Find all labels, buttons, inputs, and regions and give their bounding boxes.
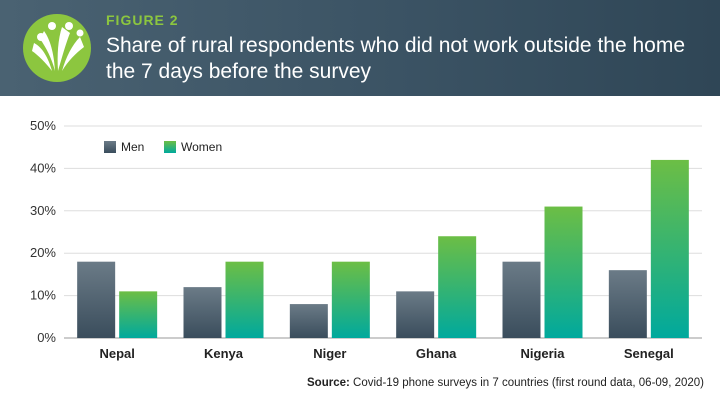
bar-women-niger bbox=[331, 261, 370, 338]
legend-swatch-women bbox=[164, 141, 176, 153]
legend: Men Women bbox=[104, 140, 222, 154]
gridlines bbox=[64, 125, 702, 339]
bar-men-nigeria bbox=[502, 261, 541, 338]
legend-label-men: Men bbox=[121, 140, 144, 154]
figure-label: FIGURE 2 bbox=[106, 12, 179, 28]
bar-chart: 0% 10% 20% 30% 40% 50% Nepal Kenya Niger Ghana Ni… bbox=[30, 118, 702, 361]
x-category-label: Ghana bbox=[416, 346, 457, 361]
bar-women-senegal bbox=[650, 159, 689, 338]
y-tick-label: 0% bbox=[37, 330, 56, 345]
bar-women-nepal bbox=[119, 291, 158, 338]
bar-men-senegal bbox=[608, 270, 647, 338]
bar-women-nigeria bbox=[544, 206, 583, 338]
source-label: Source: bbox=[307, 377, 350, 389]
legend-label-women: Women bbox=[181, 140, 222, 154]
bar-men-niger bbox=[289, 304, 328, 338]
x-category-label: Nepal bbox=[99, 346, 134, 361]
bar-women-kenya bbox=[225, 261, 264, 338]
leaf-people-logo-icon bbox=[23, 14, 91, 82]
x-category-label: Kenya bbox=[204, 346, 244, 361]
y-tick-label: 20% bbox=[30, 245, 56, 260]
bar-men-kenya bbox=[183, 287, 222, 338]
bars bbox=[77, 159, 689, 338]
x-category-label: Nigeria bbox=[520, 346, 565, 361]
source-text: Covid-19 phone surveys in 7 countries (f… bbox=[353, 377, 704, 389]
chart-title: Share of rural respondents who did not w… bbox=[106, 34, 686, 83]
bar-men-nepal bbox=[77, 261, 116, 338]
y-tick-label: 40% bbox=[30, 160, 56, 175]
x-category-label: Niger bbox=[313, 346, 346, 361]
y-axis-ticks: 0% 10% 20% 30% 40% 50% bbox=[30, 118, 56, 345]
x-axis-labels: Nepal Kenya Niger Ghana Nigeria Senegal bbox=[99, 346, 673, 361]
bar-men-ghana bbox=[396, 291, 435, 338]
y-tick-label: 50% bbox=[30, 118, 56, 133]
source-note: Source: Covid-19 phone surveys in 7 coun… bbox=[307, 377, 704, 389]
x-category-label: Senegal bbox=[624, 346, 674, 361]
bar-women-ghana bbox=[438, 236, 477, 338]
y-tick-label: 10% bbox=[30, 288, 56, 303]
legend-swatch-men bbox=[104, 141, 116, 153]
header-banner: FIGURE 2 Share of rural respondents who … bbox=[0, 0, 720, 96]
y-tick-label: 30% bbox=[30, 203, 56, 218]
